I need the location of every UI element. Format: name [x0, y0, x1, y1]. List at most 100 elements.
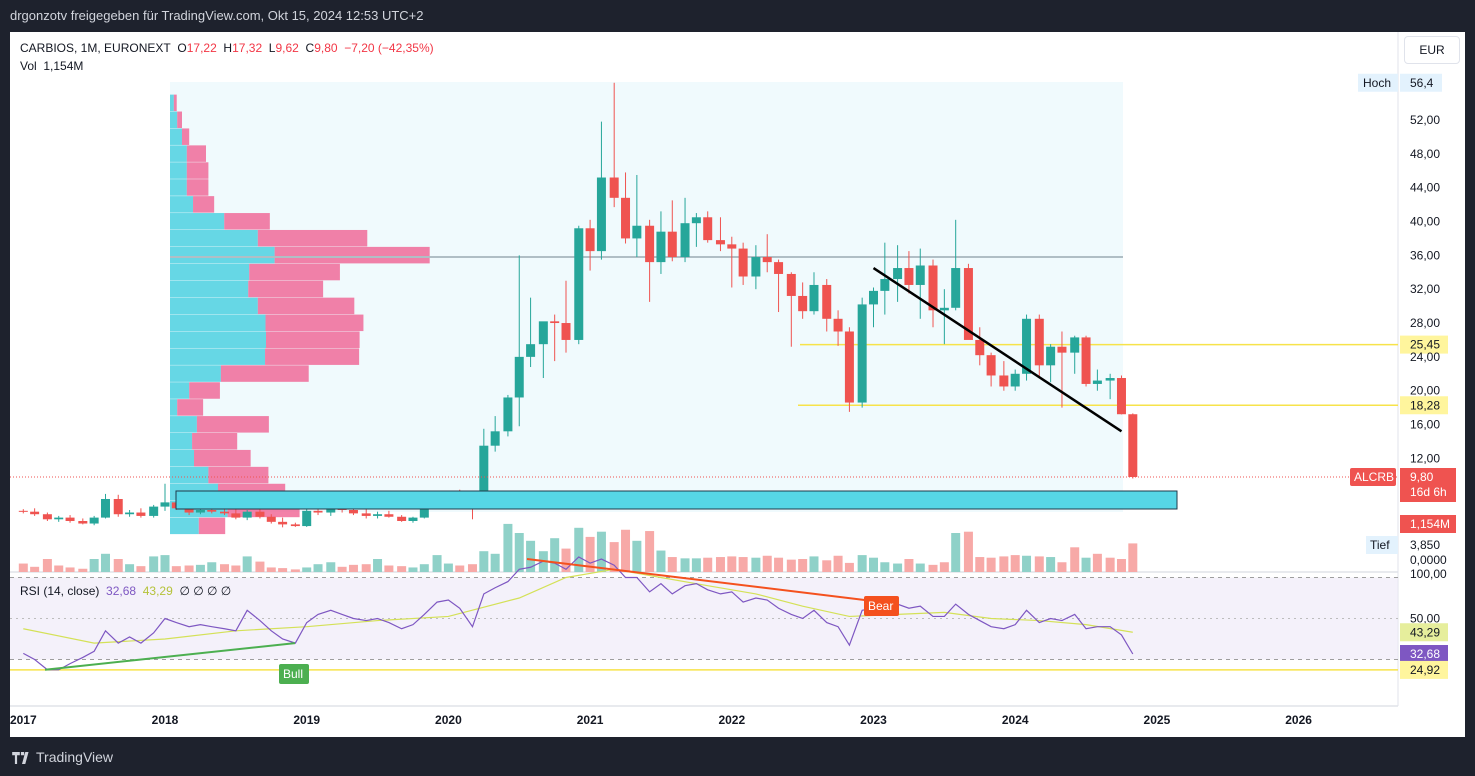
share-header: drgonzotv freigegeben für TradingView.co…	[10, 8, 424, 23]
last-price-tag-bg	[1400, 468, 1456, 502]
profile-up-bar	[170, 179, 187, 196]
tradingview-icon	[12, 752, 29, 765]
candle-body	[798, 295, 808, 312]
legend-open: 17,22	[186, 41, 217, 55]
candle-body	[419, 508, 429, 518]
profile-up-bar	[170, 213, 225, 230]
bull-label-bg	[279, 664, 309, 684]
volume-bar	[833, 555, 843, 572]
volume-bar	[893, 563, 903, 572]
volume-bar	[432, 555, 442, 572]
volume-bar	[18, 563, 28, 572]
candle-body	[384, 514, 394, 517]
candle-body	[207, 509, 217, 512]
last-price-countdown: 16d 6h	[1410, 485, 1447, 499]
volume-bar	[54, 565, 64, 572]
price-tick-label: 40,00	[1410, 215, 1440, 229]
volume-bar	[361, 564, 371, 572]
candle-body	[1010, 373, 1020, 387]
volume-bar	[231, 565, 241, 572]
rsi-ma-line	[23, 568, 1133, 644]
volume-bar	[880, 562, 890, 572]
volume-bar	[715, 557, 725, 572]
candle-body	[125, 512, 135, 515]
profile-down-bar	[257, 297, 355, 315]
rsi-top-tick: 100,00	[1410, 567, 1447, 581]
profile-up-bar	[170, 297, 258, 315]
volume-bar	[302, 567, 312, 572]
bear-divergence-line	[526, 558, 883, 604]
candle-body	[1081, 337, 1091, 384]
candle-body	[574, 228, 584, 340]
volume-bar	[738, 557, 748, 572]
candle-body	[231, 513, 241, 518]
volume-legend-label[interactable]: Vol	[20, 59, 37, 73]
profile-up-bar	[170, 517, 199, 535]
candle-body	[326, 506, 336, 513]
profile-down-bar	[248, 280, 324, 298]
volume-bar	[691, 558, 701, 572]
volume-bar	[585, 536, 595, 572]
candle-body	[1105, 378, 1115, 381]
volume-bar	[574, 527, 584, 572]
volume-bar	[915, 563, 925, 572]
profile-down-bar	[193, 196, 215, 213]
volume-bar	[113, 559, 123, 572]
candle-body	[585, 228, 595, 252]
volume-bar	[999, 556, 1009, 572]
profile-up-bar	[170, 246, 275, 264]
volume-bar	[609, 542, 619, 572]
candle-body	[220, 511, 230, 514]
volume-bar	[408, 567, 418, 572]
profile-down-bar	[196, 416, 269, 433]
rsi-value-tag: 32,68	[1410, 647, 1440, 661]
time-axis-label: 2025	[1144, 713, 1171, 727]
symbol-tag: ALCRB	[1354, 470, 1394, 484]
profile-down-bar	[274, 246, 430, 264]
volume-bar	[762, 555, 772, 572]
profile-down-bar	[182, 128, 190, 145]
candle-body	[715, 240, 725, 245]
candle-body	[42, 514, 52, 520]
rsi-legend-label[interactable]: RSI (14, close)	[20, 584, 100, 598]
volume-bar	[857, 555, 867, 572]
symbol-tag-bg	[1350, 468, 1396, 486]
volume-bar	[278, 568, 288, 572]
price-tick-label: 20,00	[1410, 384, 1440, 398]
candle-body	[550, 321, 560, 324]
volume-bar	[490, 553, 500, 572]
candle-body	[869, 290, 878, 305]
low-label: Tief	[1370, 538, 1390, 552]
profile-up-bar	[170, 416, 197, 433]
currency-button[interactable]: EUR	[1404, 36, 1460, 64]
price-tick-label: 44,00	[1410, 181, 1440, 195]
candle-body	[278, 521, 288, 525]
volume-bar	[1010, 555, 1020, 572]
tradingview-brand: TradingView	[36, 749, 114, 765]
tradingview-logo[interactable]: TradingView	[12, 747, 113, 767]
candle-body	[609, 177, 619, 198]
volume-bar	[1128, 543, 1138, 572]
rsi-ma-tag: 43,29	[1410, 625, 1440, 639]
candle-body	[786, 273, 796, 296]
volume-bar	[680, 558, 690, 572]
candle-body	[503, 397, 513, 432]
bull-label: Bull	[283, 667, 303, 681]
price-tick-label: 16,00	[1410, 418, 1440, 432]
low-value: 3,850	[1410, 538, 1440, 552]
volume-bar	[42, 559, 52, 572]
volume-bar	[667, 557, 677, 572]
volume-bar	[786, 559, 796, 572]
candle-body	[89, 517, 99, 524]
candle-body	[149, 506, 159, 516]
candle-body	[738, 248, 748, 277]
candle-body	[290, 524, 300, 527]
volume-bar	[645, 531, 655, 572]
last-price-value: 9,80	[1410, 470, 1434, 484]
legend-symbol[interactable]: CARBIOS, 1M, EURONEXT	[20, 41, 171, 55]
candle-body	[751, 257, 761, 277]
volume-bar	[939, 562, 949, 572]
profile-down-bar	[186, 179, 209, 196]
rsi-legend-extra: ∅ ∅ ∅ ∅	[179, 584, 232, 598]
